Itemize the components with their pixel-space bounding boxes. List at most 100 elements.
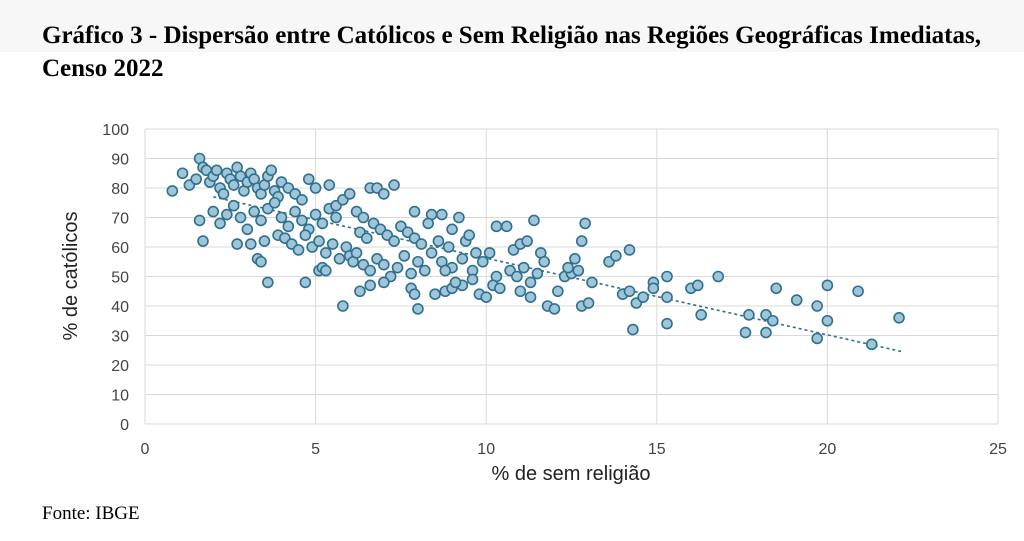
data-point bbox=[524, 291, 537, 303]
data-point bbox=[418, 264, 431, 277]
data-point bbox=[425, 247, 438, 259]
data-point bbox=[647, 282, 660, 295]
data-point bbox=[453, 211, 465, 224]
data-point bbox=[337, 300, 349, 312]
data-point bbox=[323, 179, 336, 191]
data-point bbox=[422, 217, 434, 230]
data-point bbox=[262, 276, 274, 289]
y-tick-label: 60 bbox=[111, 240, 129, 257]
data-point bbox=[661, 291, 673, 303]
data-point bbox=[743, 309, 755, 321]
data-point bbox=[514, 285, 527, 298]
y-tick-label: 100 bbox=[102, 122, 129, 139]
data-point bbox=[490, 220, 503, 233]
data-point bbox=[790, 294, 803, 306]
x-tick-label: 15 bbox=[648, 441, 666, 458]
data-point bbox=[582, 297, 595, 309]
y-tick-label: 20 bbox=[111, 358, 129, 375]
x-tick-label: 10 bbox=[477, 441, 495, 458]
data-point bbox=[343, 188, 356, 200]
data-point bbox=[388, 235, 400, 247]
data-point bbox=[456, 252, 469, 265]
y-tick-label: 40 bbox=[111, 299, 129, 316]
trendline bbox=[213, 196, 903, 353]
data-point bbox=[449, 276, 462, 289]
data-point bbox=[442, 241, 455, 253]
data-point bbox=[360, 232, 373, 244]
y-tick-labels: 0 10 20 30 40 50 60 70 80 90 100 bbox=[102, 122, 129, 434]
data-point bbox=[296, 214, 308, 227]
data-point bbox=[275, 211, 288, 224]
data-point bbox=[241, 223, 254, 236]
data-point bbox=[176, 167, 189, 180]
data-point bbox=[811, 300, 823, 312]
data-point bbox=[627, 323, 639, 336]
data-point bbox=[821, 279, 834, 292]
data-point bbox=[575, 235, 588, 247]
data-point bbox=[500, 220, 513, 233]
data-point bbox=[528, 214, 540, 227]
data-point bbox=[865, 338, 878, 351]
x-tick-label: 20 bbox=[819, 441, 837, 458]
data-point bbox=[821, 314, 834, 327]
data-point bbox=[378, 258, 390, 271]
data-point bbox=[579, 217, 591, 230]
data-point bbox=[398, 250, 411, 262]
y-tick-label: 30 bbox=[111, 329, 129, 346]
x-axis-label: % de sem religião bbox=[492, 463, 651, 485]
data-point bbox=[302, 173, 315, 185]
data-point bbox=[463, 229, 475, 241]
y-tick-label: 10 bbox=[111, 388, 129, 405]
source-note: Fonte: IBGE bbox=[42, 503, 140, 524]
data-point bbox=[770, 282, 783, 295]
data-point bbox=[552, 285, 564, 298]
data-point bbox=[354, 285, 366, 298]
data-point bbox=[292, 244, 305, 256]
data-point bbox=[470, 247, 482, 259]
data-point bbox=[623, 285, 636, 298]
data-point bbox=[282, 220, 295, 233]
data-point bbox=[893, 311, 905, 324]
data-point bbox=[207, 205, 220, 218]
data-point bbox=[623, 244, 636, 256]
data-point bbox=[521, 235, 533, 247]
data-point bbox=[265, 164, 278, 177]
scatter-chart: 0 10 20 30 40 50 60 70 80 90 100 0 5 10 15 20 25 % de s… bbox=[60, 122, 1007, 485]
data-point bbox=[661, 270, 673, 283]
trendline-layer bbox=[213, 196, 903, 353]
data-point bbox=[412, 303, 424, 315]
data-point bbox=[852, 285, 864, 298]
data-point bbox=[388, 179, 400, 191]
data-point bbox=[214, 217, 226, 230]
data-point bbox=[333, 252, 346, 265]
data-point bbox=[357, 211, 370, 224]
data-point bbox=[569, 252, 581, 265]
data-point bbox=[309, 182, 322, 194]
data-point bbox=[661, 317, 673, 330]
data-point bbox=[193, 214, 206, 227]
data-point bbox=[320, 247, 332, 259]
data-point bbox=[231, 238, 243, 250]
data-point bbox=[429, 288, 441, 301]
data-point bbox=[637, 291, 649, 303]
data-point bbox=[350, 247, 363, 259]
data-point bbox=[378, 188, 390, 200]
y-tick-label: 50 bbox=[111, 270, 129, 287]
data-point bbox=[221, 208, 233, 221]
data-point bbox=[586, 276, 598, 289]
data-point bbox=[572, 264, 585, 277]
data-point bbox=[166, 185, 179, 197]
x-tick-label: 0 bbox=[141, 441, 150, 458]
data-point bbox=[316, 217, 329, 230]
data-point bbox=[391, 261, 404, 274]
data-point bbox=[217, 188, 230, 200]
data-point bbox=[691, 279, 704, 292]
data-point bbox=[364, 264, 376, 277]
data-point bbox=[415, 238, 428, 250]
data-point bbox=[811, 332, 823, 345]
data-point bbox=[210, 164, 223, 177]
data-point bbox=[227, 179, 240, 191]
data-point bbox=[517, 261, 530, 274]
data-point bbox=[255, 255, 267, 268]
data-point bbox=[739, 326, 752, 339]
